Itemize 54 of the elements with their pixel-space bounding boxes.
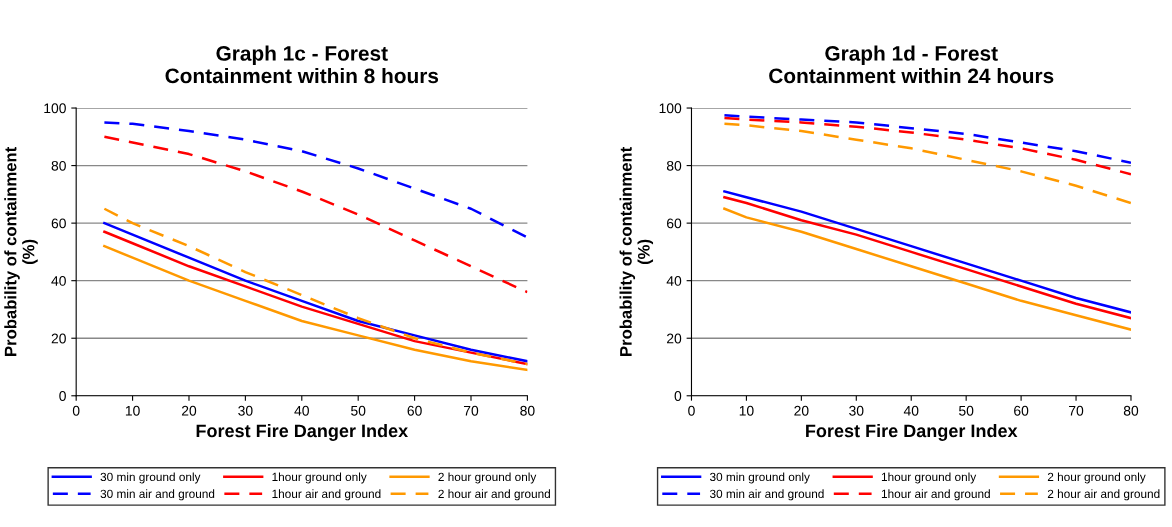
line-series [103,135,528,294]
x-tick-label: 60 [1014,405,1029,416]
x-tick-label: 80 [1123,405,1139,416]
x-tick-label: 30 [238,405,253,416]
legend-label: 1hour ground only [272,472,367,484]
y-tick-label: 100 [659,103,682,114]
legend-label: 30 min ground only [100,472,201,484]
y-tick-label: 60 [667,218,682,229]
legend-label: 2 hour ground only [1047,472,1146,484]
x-tick-label: 50 [959,405,974,416]
y-tick-label: 60 [51,218,66,229]
y-axis-title: Probability of containment (%) [619,147,654,356]
legend-label: 2 hour ground only [438,472,537,484]
x-tick-label: 30 [849,405,864,416]
legend-label: 1hour air and ground [272,489,381,501]
chart-title: Graph 1c - Forest Containment within 8 hours [165,45,439,84]
x-tick-label: 0 [688,405,695,416]
y-tick-label: 80 [666,160,682,171]
x-tick-label: 40 [294,405,309,416]
x-tick-label: 10 [739,405,754,416]
x-tick-label: 40 [903,405,919,416]
x-tick-label: 70 [1069,405,1084,416]
y-axis-title: Probability of containment (%) [4,147,38,356]
x-tick-label: 0 [72,405,80,416]
line-series [723,113,1131,164]
x-tick-label: 10 [125,405,140,416]
y-tick-label: 80 [51,160,66,171]
legend-label: 2 hour air and ground [438,489,550,501]
x-tick-label: 80 [520,405,535,416]
chart-title: Graph 1d - Forest Containment within 24 hours [769,45,1054,84]
y-tick-label: 0 [59,391,66,401]
y-tick-label: 40 [51,276,66,286]
x-tick-label: 70 [463,405,479,416]
line-series [103,121,528,239]
x-tick-label: 60 [407,405,422,416]
legend-label: 30 min ground only [709,472,810,484]
y-tick-label: 100 [44,103,66,114]
y-tick-label: 40 [666,276,682,286]
line-series [723,116,1131,176]
y-tick-label: 20 [667,333,682,344]
line-series [723,122,1131,205]
x-tick-label: 20 [181,405,197,416]
x-axis-title: Forest Fire Danger Index [806,424,1018,441]
x-axis-title: Forest Fire Danger Index [196,424,409,441]
legend-label: 30 min air and ground [100,489,215,501]
y-tick-label: 20 [51,333,66,344]
legend-label: 2 hour air and ground [1047,489,1160,501]
legend-label: 1hour ground only [881,472,977,484]
x-tick-label: 20 [794,405,809,416]
x-tick-label: 50 [351,405,366,416]
y-tick-label: 0 [674,391,682,401]
legend-label: 30 min air and ground [709,489,824,501]
legend-label: 1hour air and ground [881,489,990,501]
line-series [723,207,1131,331]
